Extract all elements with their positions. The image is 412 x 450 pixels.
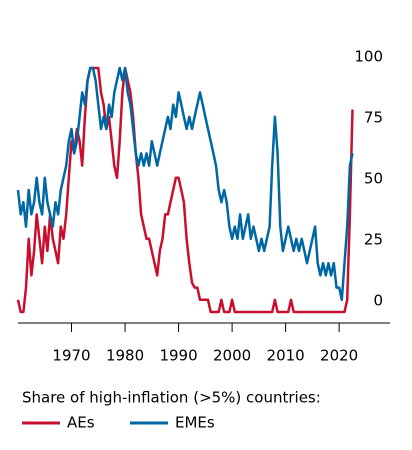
y-tick-label: 25 <box>364 231 383 249</box>
legend-label: AEs <box>67 414 95 432</box>
x-tick-label: 1990 <box>159 347 197 365</box>
y-tick-label: 75 <box>364 109 383 127</box>
x-tick-label: 2000 <box>213 347 251 365</box>
x-tick-label: 2020 <box>320 347 358 365</box>
y-tick-label: 100 <box>354 48 383 66</box>
y-tick-label: 0 <box>373 292 383 310</box>
series-line <box>16 66 354 314</box>
series-line <box>16 66 354 302</box>
x-tick-label: 2010 <box>267 347 305 365</box>
x-tick-label: 1970 <box>52 347 90 365</box>
y-tick-label: 50 <box>364 170 383 188</box>
legend-label: EMEs <box>175 414 215 432</box>
legend-title: Share of high-inflation (>5%) countries: <box>22 389 321 407</box>
x-tick-label: 1980 <box>106 347 144 365</box>
